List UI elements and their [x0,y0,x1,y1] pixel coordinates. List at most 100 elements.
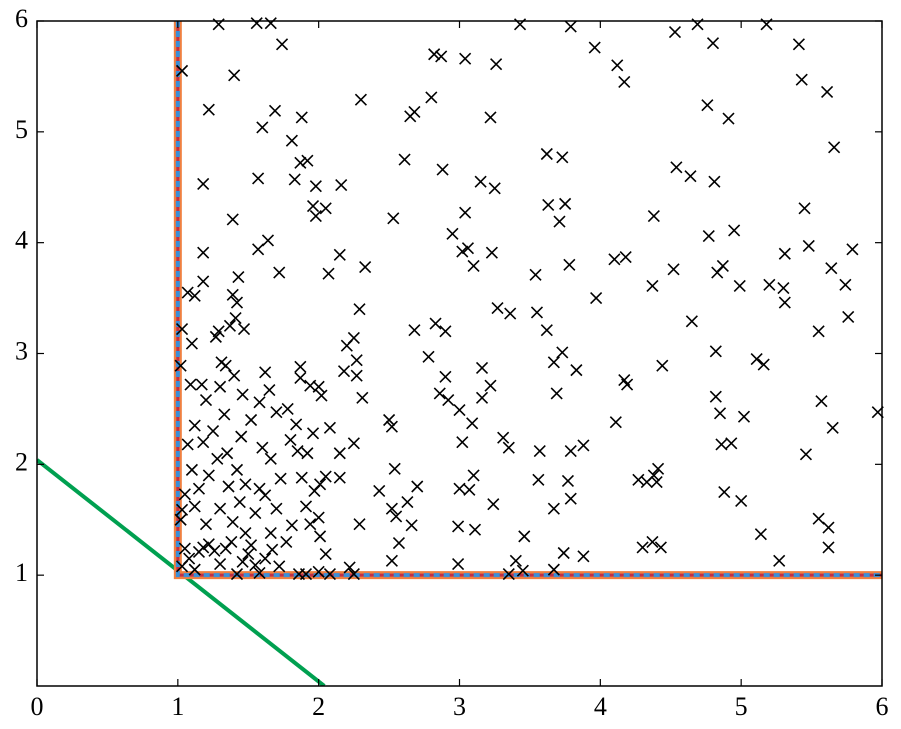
scatter-point [181,286,194,299]
scatter-point [529,268,542,281]
scatter-point [685,315,698,328]
scatter-point [232,270,245,284]
scatter-point [502,567,515,581]
scatter-point [439,325,452,338]
scatter-point [632,473,645,486]
scatter-point [588,41,601,54]
scatter-point [273,266,286,279]
scatter-point [388,462,401,475]
scatter-point [335,178,348,192]
scatter-point [264,526,277,540]
scatter-point [199,393,213,407]
scatter-point [467,469,480,482]
scatter-point [185,463,198,476]
scatter-point [563,258,576,271]
scatter-point [215,356,228,369]
lines-layer [37,21,882,686]
scatter-point [385,420,398,433]
scatter-point [425,91,438,104]
scatter-point [270,502,283,515]
scatter-point [292,567,306,581]
scatter-point [333,447,346,460]
scatter-point [547,502,560,515]
scatter-point [491,301,504,315]
x-tick-label: 0 [31,692,44,721]
scatter-point [702,229,715,243]
scatter-point [202,103,215,116]
scatter-point [442,393,455,407]
scatter-point [564,20,577,33]
scatter-point [435,50,448,63]
scatter-point [842,310,855,323]
scatter-point [319,548,332,561]
scatter-point [228,369,241,382]
scatter-point [174,513,187,526]
scatter-point [270,406,283,419]
scatter-point [281,402,294,415]
scatter-point [337,365,351,378]
scatter-point [226,288,239,301]
scatter-point [245,539,258,552]
scatter-point [261,234,275,247]
scatter-point [188,563,201,576]
scatter-point [754,528,767,541]
scatter-point [226,213,239,226]
scatter-point [206,425,220,438]
scatter-point [385,554,398,567]
scatter-point [280,535,293,548]
x-tick-label: 6 [876,692,889,721]
scatter-point [294,360,307,373]
scatter-point [461,242,475,255]
scatter-point [709,345,722,358]
scatter-point [347,331,360,345]
scatter-point [295,111,308,124]
scatter-point [181,438,194,451]
x-tick-label: 1 [171,692,184,721]
scatter-point [252,172,265,185]
line-series [173,21,882,580]
scatter-point [323,421,336,434]
scatter-point [373,484,386,497]
scatter-point [285,519,298,532]
scatter-point [446,227,459,240]
scatter-point [459,206,472,219]
scatter-point [392,536,406,550]
scatter-point [763,278,776,291]
scatter-point [619,251,632,264]
scatter-point [268,104,282,117]
scatter-point [291,444,304,458]
scatter-point [185,337,198,350]
x-tick-label: 2 [312,692,325,721]
scatter-point [839,278,852,291]
scatter-point [214,502,227,515]
scatter-point [197,275,210,288]
scatter-point [175,323,189,336]
scatter-point [212,325,225,338]
scatter-point [197,436,210,449]
scatter-point [256,441,269,454]
scatter-point [223,319,237,332]
scatter-point [197,541,210,554]
scatter-point [319,202,332,215]
scatter-point [214,380,227,393]
scatter-point [509,554,522,567]
scatter-point [408,324,421,337]
scatter-point [208,544,221,557]
scatter-point [295,471,308,484]
scatter-point [245,413,258,427]
scatter-point [490,58,503,71]
scatter-point [242,548,255,561]
scatter-point [466,417,479,430]
scatter-point [656,359,669,372]
scatter-point [199,518,213,531]
scatter-point [312,380,325,393]
scatter-point [713,407,727,420]
scatter-point [174,359,187,372]
scatter-point [294,371,307,384]
scatter-point [456,245,469,258]
axes-layer: 0 1 2 3 4 5 6 1 2 3 4 5 6 [15,4,889,721]
line-series [176,21,882,577]
scatter-point [226,515,239,529]
scatter-point [308,484,321,497]
